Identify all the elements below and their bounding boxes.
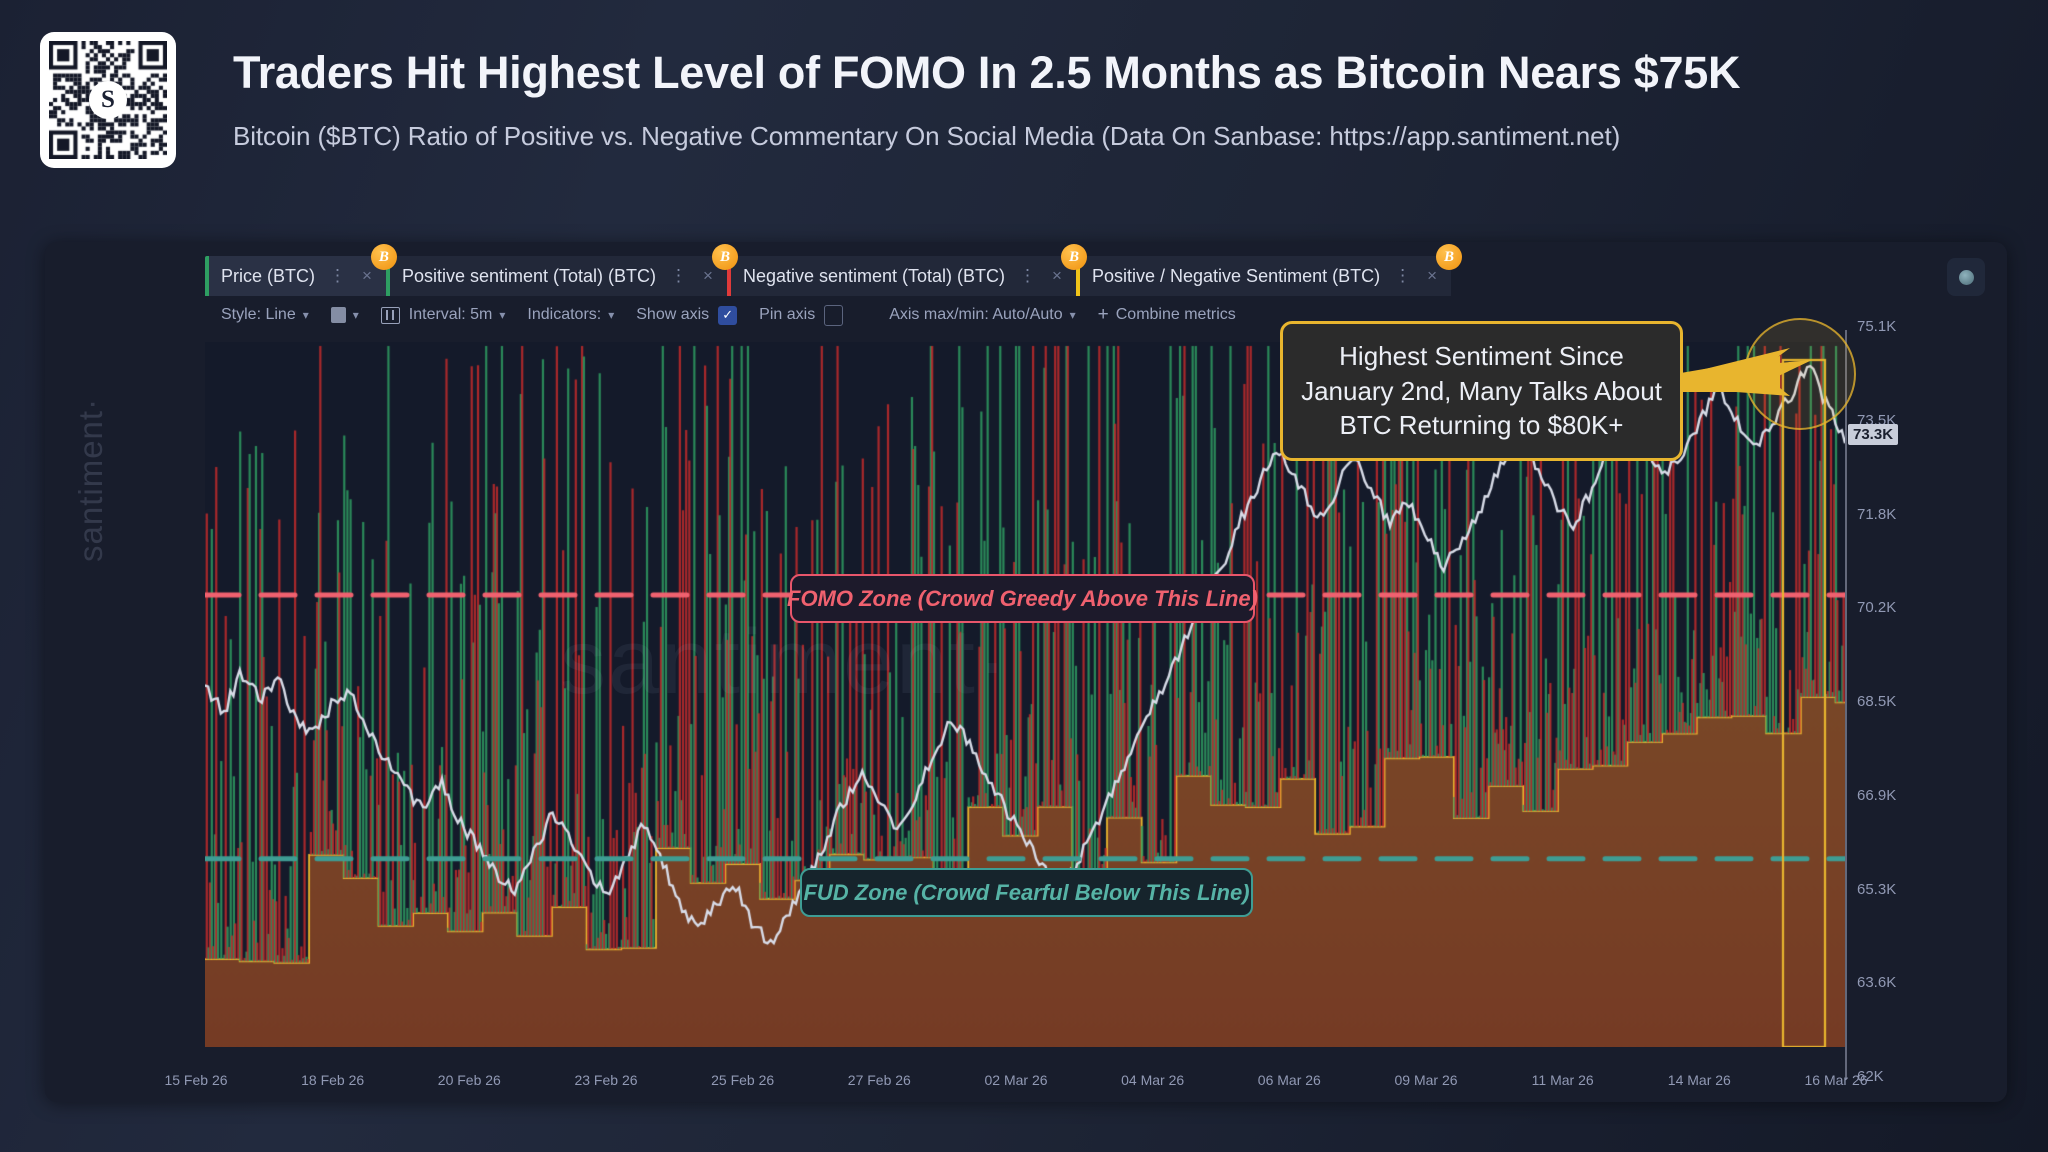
- y-axis-tick: 68.5K: [1857, 693, 1897, 710]
- close-icon[interactable]: ×: [703, 266, 713, 285]
- callout-line-3: BTC Returning to $80K+: [1339, 410, 1624, 441]
- y-axis-tick: 70.2K: [1857, 599, 1897, 617]
- fomo-zone-label: FOMO Zone (Crowd Greedy Above This Line): [787, 574, 1258, 623]
- y-axis-tick: 63.6K: [1857, 974, 1897, 992]
- fud-zone-label: FUD Zone (Crowd Fearful Below This Line): [800, 868, 1253, 917]
- page-title: Traders Hit Highest Level of FOMO In 2.5…: [233, 47, 1741, 98]
- style-selector[interactable]: Style: Line ▾: [221, 306, 309, 324]
- kebab-menu-icon[interactable]: ⋮: [329, 266, 346, 285]
- kebab-menu-icon[interactable]: ⋮: [1019, 266, 1037, 285]
- santiment-watermark-center: santiment·: [560, 611, 1010, 713]
- close-icon[interactable]: ×: [1427, 266, 1438, 285]
- x-axis-tick: 15 Feb 26: [164, 1072, 228, 1088]
- y-axis-tick: 66.9K: [1857, 786, 1897, 804]
- callout-line-1: Highest Sentiment Since: [1339, 341, 1624, 372]
- chevron-down-icon: ▾: [499, 308, 506, 322]
- qr-center-logo: S: [89, 81, 127, 119]
- bitcoin-badge-icon: B: [1436, 244, 1463, 270]
- page-subtitle: Bitcoin ($BTC) Ratio of Positive vs. Neg…: [233, 121, 1621, 151]
- annotation-callout: Highest Sentiment Since January 2nd, Man…: [1280, 321, 1683, 461]
- x-axis-tick: 27 Feb 26: [847, 1072, 911, 1088]
- interval-selector[interactable]: Interval: 5m ▾: [380, 306, 506, 324]
- x-axis-tick: 09 Mar 26: [1394, 1072, 1458, 1088]
- y-axis: 75.1K 73.5K 71.8K 70.2K 68.5K 66.9K 65.3K 63.6K…: [1845, 300, 1935, 1090]
- x-axis-tick: 14 Mar 26: [1667, 1072, 1731, 1088]
- callout-line-2: January 2nd, Many Talks About: [1301, 375, 1662, 406]
- combine-metrics-label: Combine metrics: [1115, 306, 1236, 323]
- x-axis-tick: 04 Mar 26: [1121, 1072, 1185, 1088]
- indicators-selector[interactable]: Indicators: ▾: [527, 306, 614, 324]
- chevron-down-icon: ▾: [352, 308, 359, 322]
- close-icon[interactable]: ×: [1052, 266, 1062, 285]
- metric-chip-label: Price (BTC): [221, 265, 315, 286]
- metric-chip-2[interactable]: Negative sentiment (Total) (BTC) ⋮ × B: [726, 244, 1087, 296]
- x-axis-tick: 18 Feb 26: [301, 1072, 365, 1088]
- indicators-label: Indicators:: [527, 306, 602, 323]
- metric-color-bar: [1075, 256, 1080, 296]
- x-axis-tick: 23 Feb 26: [574, 1072, 638, 1088]
- qr-code-icon: S: [40, 32, 176, 168]
- x-axis-tick: 16 Mar 26: [1804, 1072, 1868, 1088]
- axis-minmax-selector[interactable]: Axis max/min: Auto/Auto ▾: [889, 306, 1075, 324]
- metric-chip-label: Negative sentiment (Total) (BTC): [742, 265, 1006, 286]
- show-axis-label: Show axis: [636, 306, 710, 323]
- combine-metrics-button[interactable]: + Combine metrics: [1098, 304, 1236, 326]
- y-axis-tick: 65.3K: [1857, 880, 1897, 898]
- show-axis-toggle[interactable]: Show axis ✓: [636, 305, 738, 325]
- kebab-menu-icon[interactable]: ⋮: [1394, 266, 1412, 285]
- x-axis-tick: 02 Mar 26: [984, 1072, 1048, 1088]
- x-axis-tick: 25 Feb 26: [711, 1072, 775, 1088]
- metric-color-bar: [726, 256, 731, 296]
- close-icon[interactable]: ×: [362, 266, 372, 285]
- x-axis-tick: 11 Mar 26: [1531, 1072, 1594, 1088]
- chevron-down-icon: ▾: [302, 308, 309, 322]
- x-axis-tick: 20 Feb 26: [437, 1072, 501, 1088]
- interval-label: Interval: 5m: [408, 306, 493, 323]
- y-axis-line: [1845, 330, 1847, 1080]
- x-axis: 15 Feb 26 18 Feb 26 20 Feb 26 23 Feb 26 25 F…: [0, 1072, 2048, 1102]
- chevron-down-icon: ▾: [608, 308, 615, 322]
- y-axis-cursor-value: 73.3K: [1848, 423, 1899, 445]
- axis-minmax-label: Axis max/min: Auto/Auto: [889, 306, 1063, 323]
- kebab-menu-icon[interactable]: ⋮: [670, 266, 688, 285]
- x-axis-tick: 06 Mar 26: [1257, 1072, 1321, 1088]
- y-axis-tick: 62K: [1857, 1068, 1884, 1085]
- candlestick-icon: [380, 306, 400, 324]
- bitcoin-badge-icon: B: [711, 244, 738, 270]
- y-axis-tick: 71.8K: [1857, 505, 1897, 523]
- plus-icon: +: [1097, 304, 1109, 325]
- metric-chip-label: Positive / Negative Sentiment (BTC): [1091, 265, 1381, 286]
- metric-color-bar: [205, 256, 209, 296]
- metric-chip-3[interactable]: Positive / Negative Sentiment (BTC) ⋮ × B: [1075, 244, 1463, 296]
- pin-axis-label: Pin axis: [759, 306, 816, 323]
- color-swatch-icon: [330, 307, 346, 323]
- chevron-down-icon: ▾: [1069, 308, 1076, 322]
- globe-icon[interactable]: [1947, 258, 1985, 296]
- metric-color-bar: [385, 256, 390, 296]
- metric-chip-list: Price (BTC) ⋮ × B Positive sentiment (Total)…: [205, 244, 1463, 296]
- santiment-watermark-side: santiment·: [72, 397, 109, 562]
- y-axis-tick: 75.1K: [1857, 318, 1897, 335]
- chart-toolbar: Style: Line ▾ ▾ Interval: 5m ▾ Indicator…: [221, 304, 1258, 326]
- header: S Traders Hit Highest Level of FOMO In 2…: [0, 0, 2048, 232]
- metric-chip-0[interactable]: Price (BTC) ⋮ × B: [205, 244, 397, 296]
- bitcoin-badge-icon: B: [370, 244, 397, 270]
- style-label: Style: Line: [221, 306, 296, 323]
- color-swatch-selector[interactable]: ▾: [330, 307, 359, 323]
- metric-chip-label: Positive sentiment (Total) (BTC): [401, 265, 657, 286]
- metric-chip-1[interactable]: Positive sentiment (Total) (BTC) ⋮ × B: [385, 244, 738, 296]
- pin-axis-toggle[interactable]: Pin axis: [759, 304, 844, 326]
- bitcoin-badge-icon: B: [1060, 244, 1087, 270]
- check-icon: ✓: [718, 305, 738, 325]
- empty-checkbox-icon: [824, 304, 844, 326]
